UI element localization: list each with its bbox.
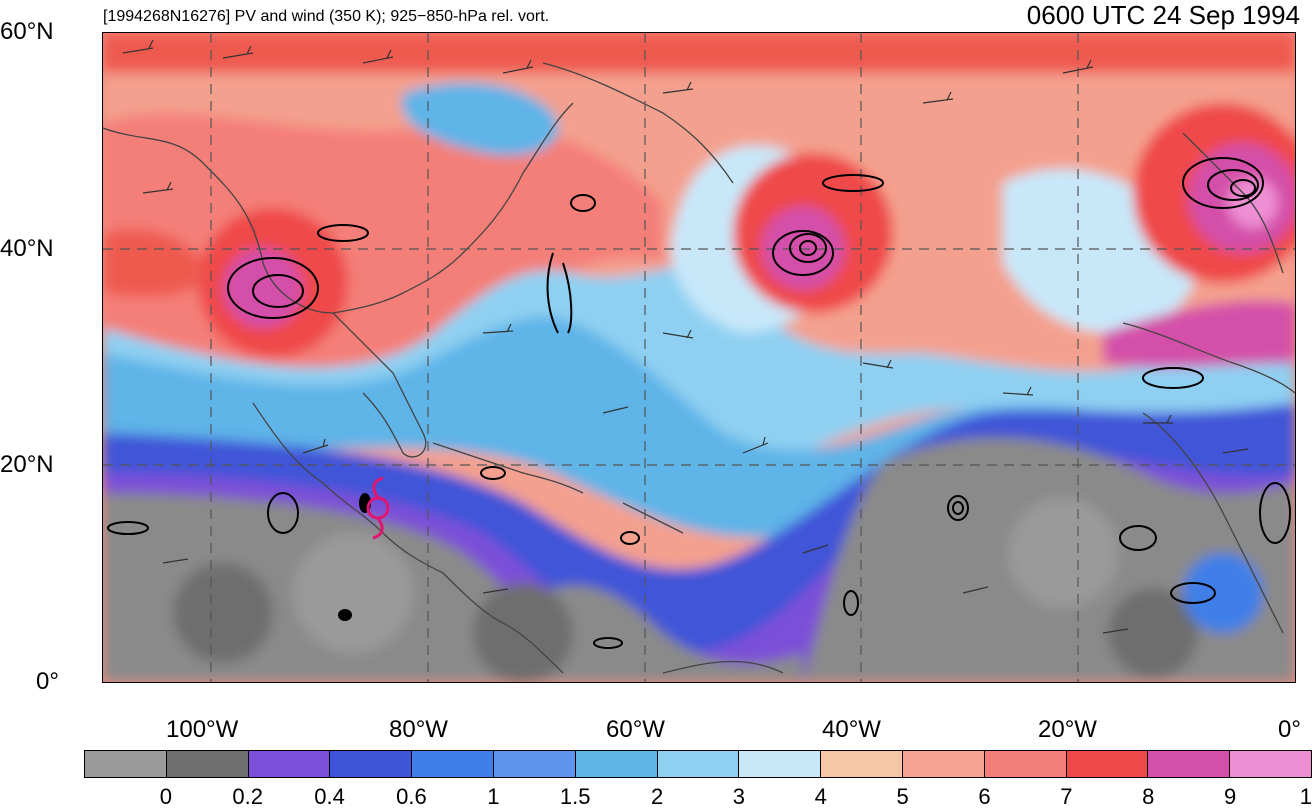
- colorbar-box: [1230, 751, 1311, 777]
- colorbar-tick-label: 0.6: [396, 784, 427, 809]
- colorbar-tick-label: 6: [978, 784, 991, 809]
- lon-label-40w: 40°W: [822, 716, 881, 743]
- colorbar-tick-label: 2: [650, 784, 664, 809]
- colorbar-tick-label: 0.2: [232, 784, 264, 809]
- map-title: [1994268N16276] PV and wind (350 K); 925…: [103, 8, 550, 25]
- lat-label-60n: 60°N: [0, 18, 54, 45]
- colorbar-box: [166, 751, 249, 777]
- colorbar-tick-label: 3: [732, 784, 746, 809]
- colorbar-box: [412, 751, 494, 777]
- valid-time: 0600 UTC 24 Sep 1994: [1026, 0, 1300, 30]
- colorbar-tick-label: 0.4: [314, 784, 345, 809]
- colorbar-box: [248, 751, 331, 777]
- colorbar-box: [821, 751, 903, 777]
- lon-label-0: 0°: [1278, 716, 1301, 743]
- colorbar-box: [902, 751, 985, 777]
- colorbar-box: [1148, 751, 1231, 777]
- colorbar-tick-label: 9: [1224, 784, 1237, 809]
- colorbar-box: [85, 751, 167, 777]
- colorbar-tick-label: 8: [1142, 784, 1155, 809]
- colorbar-box: [575, 751, 658, 777]
- lat-label-0: 0°: [36, 668, 59, 695]
- colorbar: [84, 750, 1312, 778]
- map-field: [103, 33, 1295, 682]
- lon-label-20w: 20°W: [1038, 716, 1097, 743]
- colorbar-box: [984, 751, 1067, 777]
- colorbar-box: [1066, 751, 1149, 777]
- colorbar-box: [739, 751, 822, 777]
- lon-label-80w: 80°W: [389, 716, 448, 743]
- colorbar-tick-label: 4: [814, 784, 827, 809]
- colorbar-box: [330, 751, 413, 777]
- lon-label-60w: 60°W: [606, 716, 665, 743]
- colorbar-tick-label: 1: [487, 784, 500, 809]
- colorbar-tick-label: 10: [1299, 784, 1312, 809]
- colorbar-tick-label: 1.5: [559, 784, 591, 809]
- tropical-cyclone-icon: [366, 476, 390, 540]
- lat-label-40n: 40°N: [0, 235, 54, 262]
- colorbar-tick-label: 0: [159, 784, 172, 809]
- colorbar-box: [493, 751, 576, 777]
- colorbar-box: [657, 751, 740, 777]
- colorbar-tick-label: 5: [896, 784, 909, 809]
- lon-label-100w: 100°W: [166, 716, 239, 743]
- map-plot-area: [102, 32, 1296, 683]
- lat-label-20n: 20°N: [0, 451, 54, 478]
- colorbar-tick-label: 7: [1060, 784, 1073, 809]
